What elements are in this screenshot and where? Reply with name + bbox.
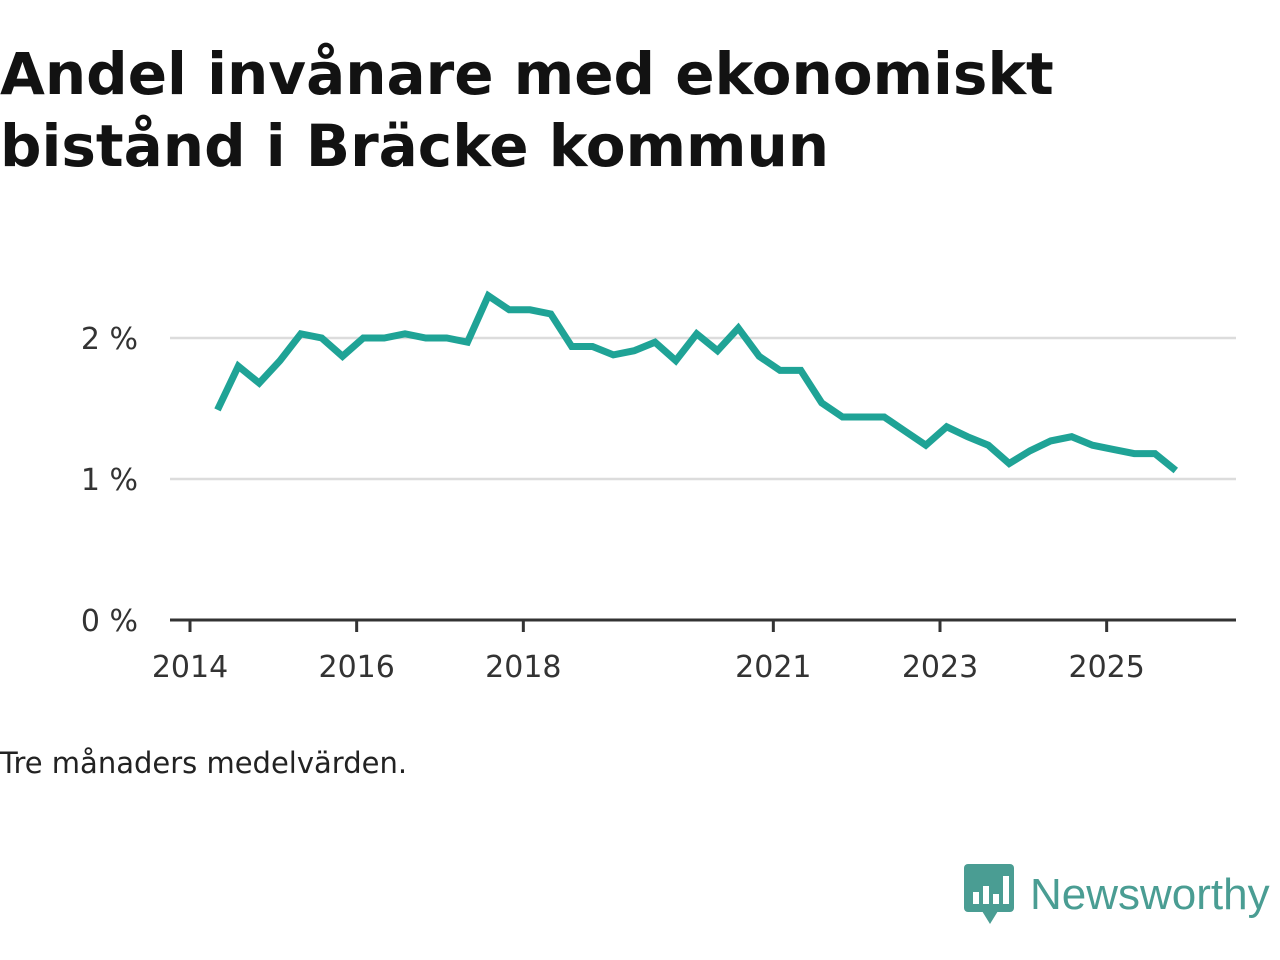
x-tick-label: 2016 [318,650,394,685]
x-axis: 2014 2016 2018 2021 2023 2025 [152,618,1236,685]
y-tick-label: 1 % [81,463,138,498]
x-tick-label: 2014 [152,650,228,685]
x-tick-label: 2018 [485,650,561,685]
brand-name: Newsworthy [1030,870,1270,919]
brand-logo: Newsworthy [964,864,1270,926]
line-chart: 0 % 1 % 2 % 2014 2016 2018 2021 2023 2025 [81,290,1236,685]
y-tick-label: 0 % [81,604,138,639]
y-tick-label: 2 % [81,322,138,357]
x-tick-label: 2023 [902,650,978,685]
chart-note: Tre månaders medelvärden. [0,746,408,780]
y-axis-labels: 0 % 1 % 2 % [81,322,138,639]
x-tick-label: 2025 [1068,650,1144,685]
newsworthy-logo-icon [964,864,1014,924]
chart-title: Andel invånare med ekonomiskt bistånd i … [0,40,1054,180]
x-tick-label: 2021 [735,650,811,685]
series-layer [214,290,1179,474]
gridlines [170,336,1236,481]
series-line [214,290,1179,474]
